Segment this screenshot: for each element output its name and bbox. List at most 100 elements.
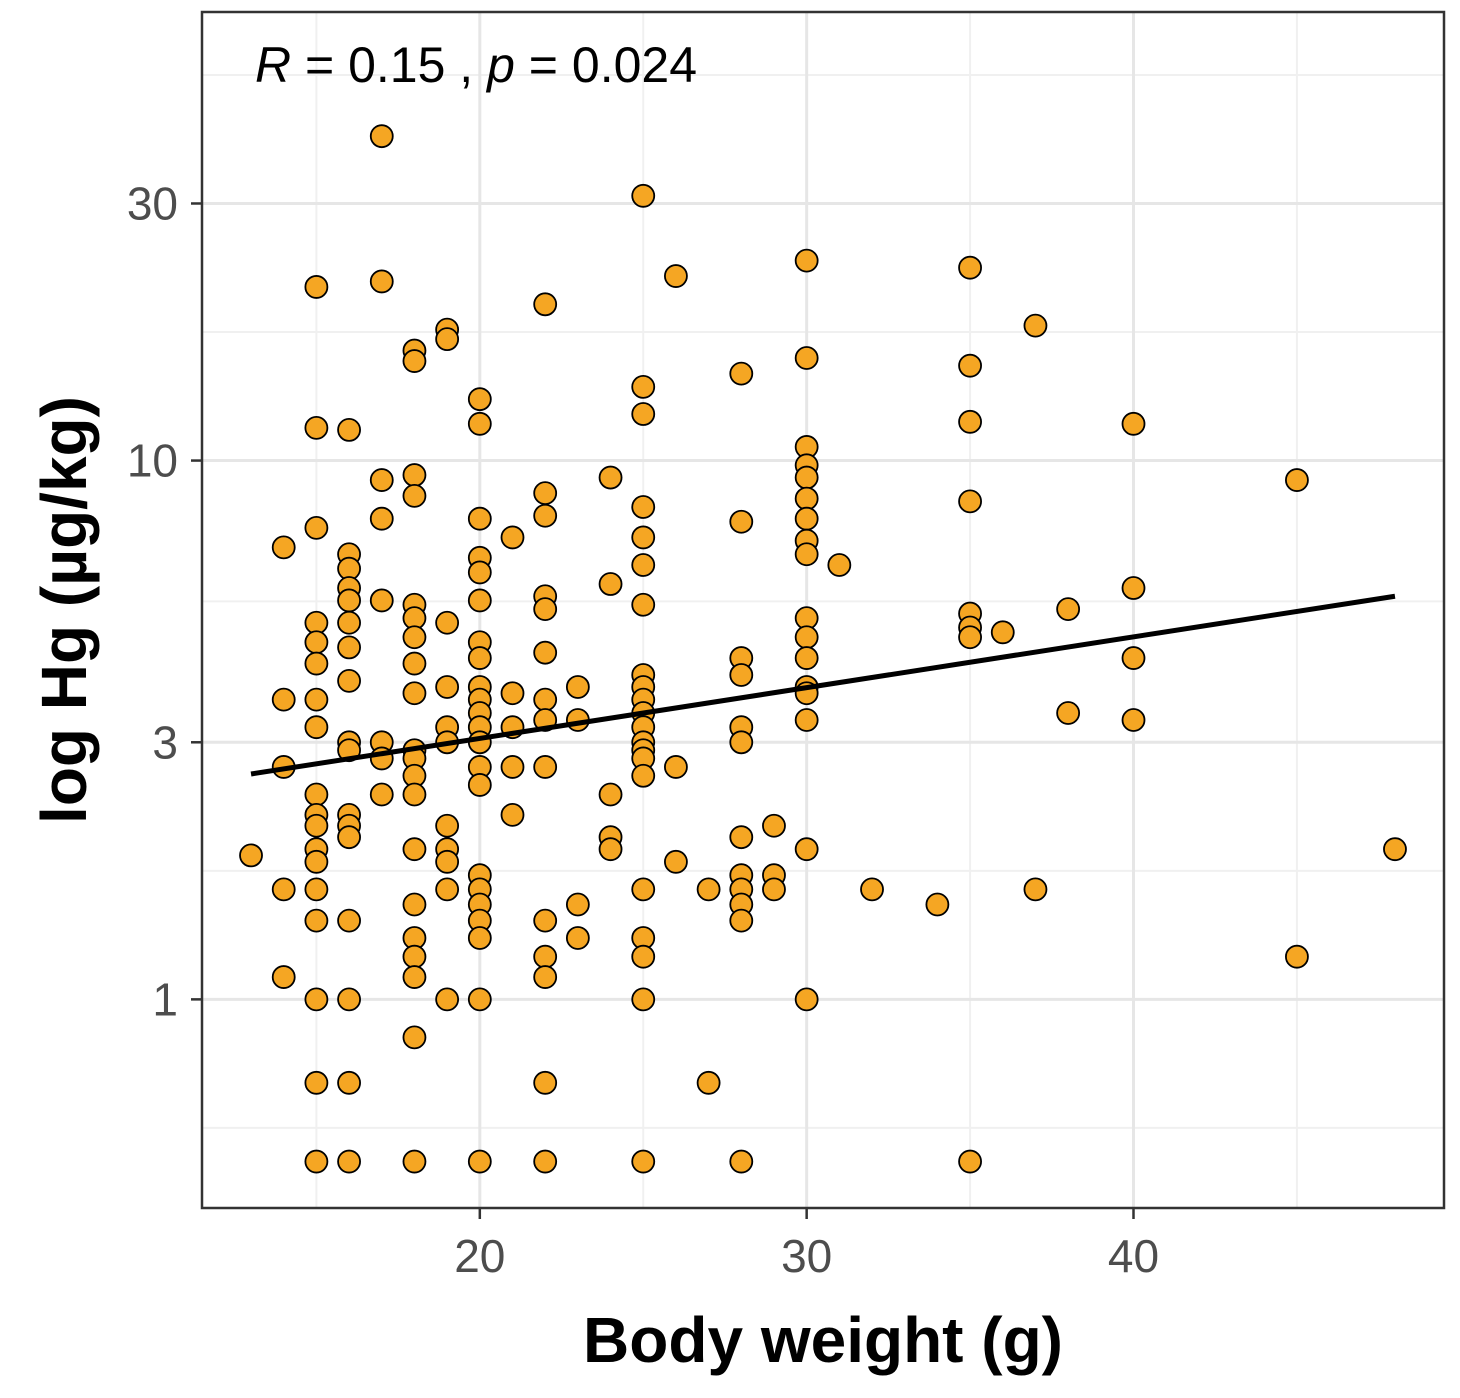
plot-border	[200, 10, 1446, 1210]
data-point	[533, 1070, 558, 1095]
data-point	[500, 681, 525, 706]
data-point	[304, 849, 329, 874]
data-point	[304, 715, 329, 740]
data-point	[1285, 468, 1309, 492]
data-point	[631, 987, 656, 1012]
data-point	[369, 588, 394, 613]
data-point	[467, 987, 492, 1012]
data-point	[337, 825, 361, 850]
data-point	[304, 877, 329, 902]
data-point	[1121, 646, 1146, 670]
data-point	[696, 1070, 721, 1095]
data-point	[500, 802, 525, 827]
data-point	[271, 877, 296, 902]
data-point	[337, 987, 361, 1012]
data-point	[958, 409, 982, 434]
data-point	[762, 877, 786, 902]
data-point	[337, 417, 361, 442]
x-tick-label: 30	[781, 1230, 832, 1282]
data-point	[402, 1025, 427, 1050]
data-point	[467, 588, 492, 613]
data-point	[729, 1149, 754, 1174]
data-points	[239, 124, 1407, 1174]
data-point	[337, 635, 361, 660]
data-point	[304, 687, 329, 712]
data-point	[631, 1149, 656, 1174]
data-point	[794, 625, 819, 650]
data-point	[304, 515, 329, 540]
data-point	[729, 509, 754, 534]
data-point	[467, 1149, 492, 1174]
data-point	[533, 597, 558, 622]
x-tick-label: 40	[1108, 1230, 1159, 1282]
data-point	[304, 630, 329, 655]
data-point	[500, 525, 525, 550]
data-point	[402, 1149, 427, 1174]
data-point	[467, 730, 492, 755]
data-point	[402, 892, 427, 917]
data-point	[369, 782, 394, 807]
data-point	[925, 892, 950, 917]
data-point	[304, 908, 329, 933]
p-value: = 0.024	[515, 37, 697, 93]
data-point	[664, 264, 688, 288]
data-point	[435, 849, 460, 874]
data-point	[435, 877, 460, 902]
data-point	[271, 687, 296, 712]
data-point	[565, 892, 590, 917]
data-point	[696, 877, 721, 902]
data-point	[533, 755, 558, 779]
data-point	[402, 965, 427, 989]
data-point	[533, 503, 558, 528]
data-point	[369, 506, 394, 531]
data-point	[631, 495, 656, 519]
data-point	[958, 1149, 982, 1174]
data-point	[990, 620, 1015, 645]
data-point	[402, 837, 427, 862]
data-point	[533, 640, 558, 665]
data-point	[631, 525, 656, 550]
r-symbol: R	[255, 37, 291, 93]
data-point	[533, 944, 558, 969]
correlation-annotation: R = 0.15 , p = 0.024	[255, 37, 697, 93]
data-point	[631, 402, 656, 426]
data-point	[1023, 313, 1048, 338]
y-tick-label: 3	[152, 716, 178, 768]
data-point	[467, 387, 492, 412]
data-point	[337, 610, 361, 635]
data-point	[827, 553, 852, 577]
x-tick-label: 20	[454, 1230, 505, 1282]
data-point	[533, 481, 558, 506]
data-point	[598, 572, 623, 596]
data-point	[271, 965, 296, 989]
data-point	[565, 675, 590, 699]
data-point	[598, 782, 623, 807]
data-point	[337, 1149, 361, 1174]
data-point	[337, 1070, 361, 1095]
data-point	[435, 675, 460, 699]
data-point	[958, 489, 982, 514]
data-point	[794, 708, 819, 732]
data-point	[1121, 411, 1146, 436]
data-point	[402, 681, 427, 706]
data-point	[1121, 576, 1146, 600]
data-point	[794, 346, 819, 370]
data-point	[304, 1070, 329, 1095]
data-point	[729, 361, 754, 386]
data-point	[304, 987, 329, 1012]
y-tick-label: 10	[127, 435, 178, 487]
data-point	[402, 625, 427, 650]
data-point	[598, 837, 623, 862]
data-point	[435, 327, 460, 352]
data-point	[794, 542, 819, 567]
data-point	[631, 553, 656, 577]
data-point	[533, 1149, 558, 1174]
regression-line	[250, 593, 1396, 777]
data-point	[533, 965, 558, 989]
y-axis-ticks: 1 3 10 30	[127, 177, 202, 1025]
data-point	[631, 374, 656, 399]
data-point	[304, 275, 329, 299]
data-point	[435, 813, 460, 838]
data-point	[729, 730, 754, 755]
